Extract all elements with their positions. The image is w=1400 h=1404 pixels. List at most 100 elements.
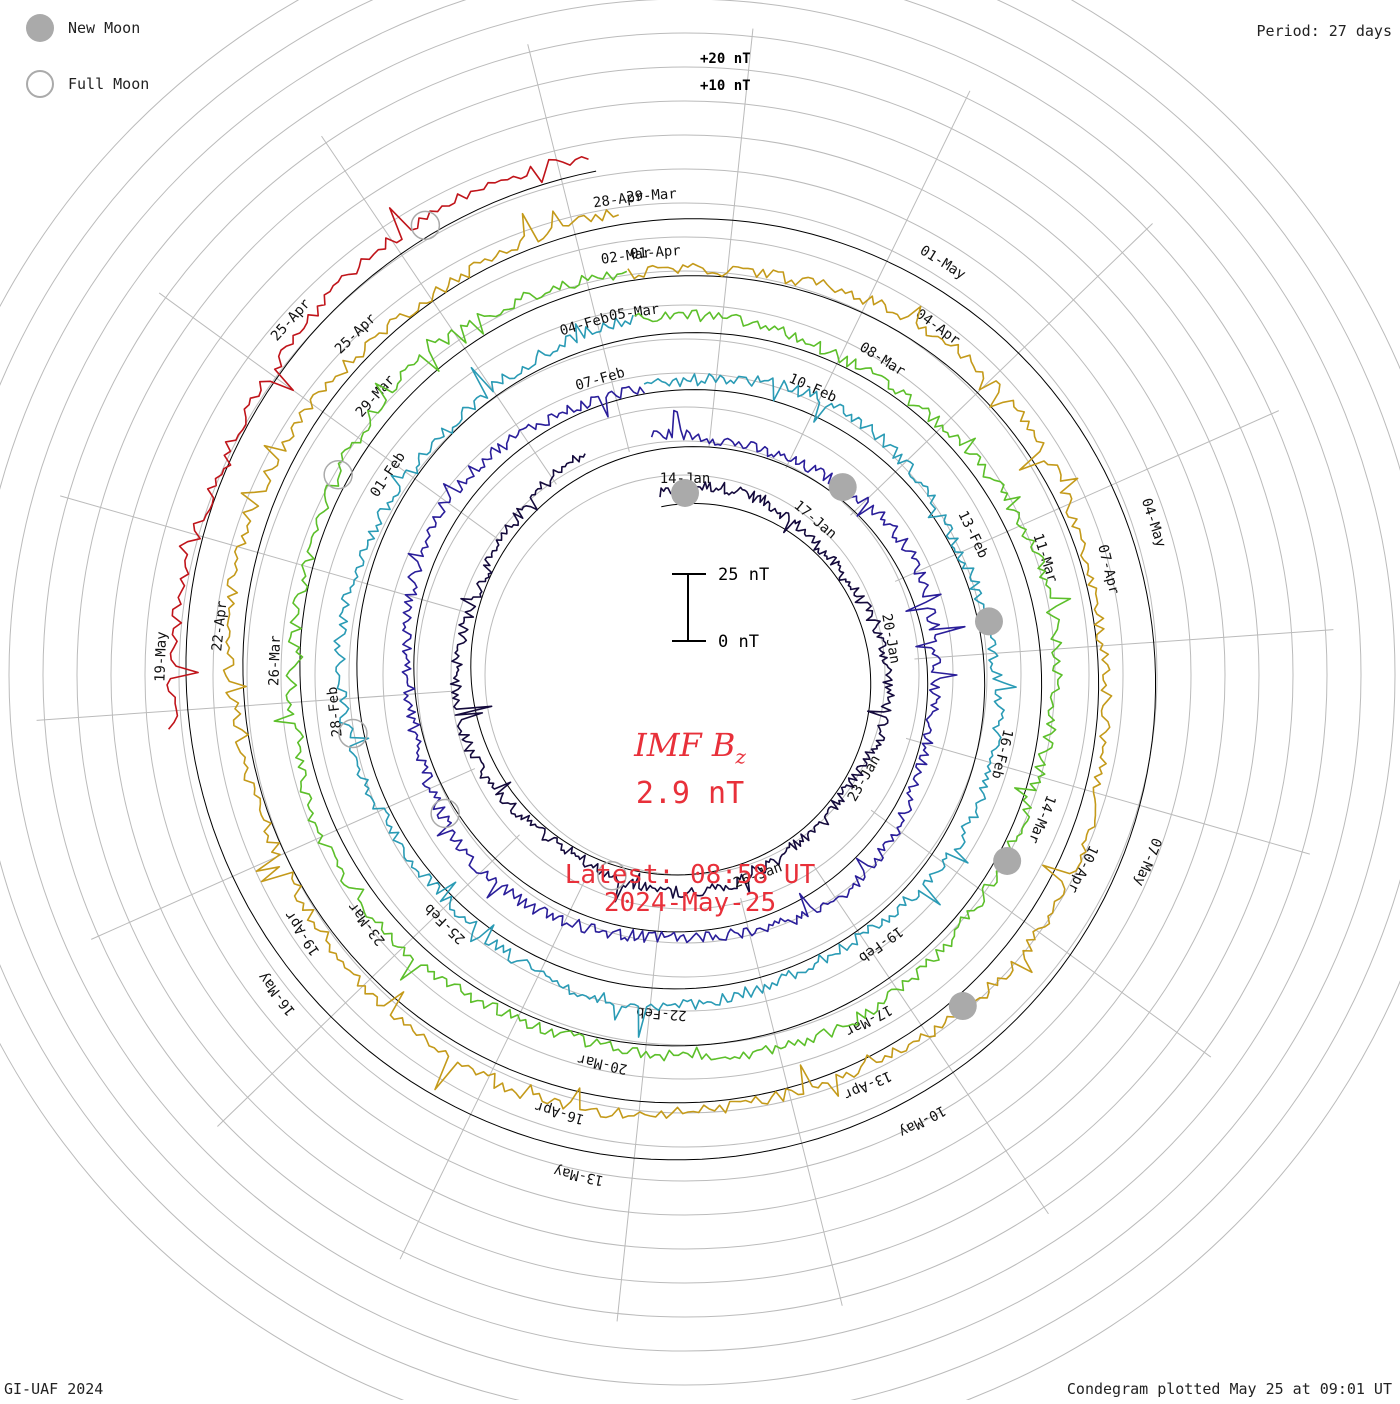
new-moon-label: New Moon <box>68 19 141 37</box>
grid-spoke <box>158 292 500 541</box>
date-label: 07-Apr <box>1094 543 1122 596</box>
grid-ring <box>280 270 1090 1080</box>
date-label: 25-Apr <box>332 311 379 358</box>
parameter-name: IMF B <box>634 726 736 764</box>
grid-ring <box>382 372 988 978</box>
grid-spoke <box>708 28 754 447</box>
date-label: 04-Apr <box>912 306 962 349</box>
date-label: 11-Mar <box>1029 532 1060 585</box>
date-label: 02-Mar <box>600 245 652 268</box>
date-label: 08-Mar <box>856 339 907 379</box>
date-label: 01-Apr <box>630 243 682 262</box>
date-label: 19-Feb <box>855 923 905 966</box>
grid-spoke <box>60 495 465 613</box>
date-label: 04-May <box>1138 496 1169 549</box>
date-label: 19-May <box>152 631 170 682</box>
ring-scale-plus20: +20 nT <box>700 51 751 67</box>
date-label: 22-Apr <box>209 600 230 652</box>
baseline-spiral <box>185 170 1156 1161</box>
grid-spoke <box>321 135 557 485</box>
grid-ring <box>450 440 920 910</box>
grid-ring <box>178 168 1192 1182</box>
grid-ring <box>76 66 1294 1284</box>
grid-ring <box>314 304 1056 1046</box>
full-moon-label: Full Moon <box>68 75 150 93</box>
date-label: 14-Mar <box>1025 793 1059 846</box>
grid-spoke <box>850 223 1153 516</box>
moon-markers <box>323 210 1022 1021</box>
date-label: 28-Apr <box>592 188 644 211</box>
new-moon-marker <box>948 992 977 1021</box>
date-label: 10-Apr <box>1064 843 1101 895</box>
full-moon-marker <box>338 718 368 749</box>
grid-spoke <box>740 898 843 1306</box>
trace-rotation-6 <box>166 156 589 730</box>
trace-rotation-5 <box>222 209 1113 1119</box>
new-moon-icon <box>26 14 54 42</box>
grid-spoke <box>399 881 585 1260</box>
grid-spoke <box>914 629 1334 660</box>
grid-ring <box>212 202 1158 1148</box>
new-moon-marker <box>974 607 1003 636</box>
trace-rotation-1 <box>449 453 895 903</box>
latest-date: 2024-May-25 <box>603 888 777 918</box>
date-label: 29-Mar <box>353 372 399 420</box>
ring-scale-plus10: +10 nT <box>700 78 751 94</box>
full-moon-marker <box>597 861 627 891</box>
date-label: 26-Mar <box>266 635 284 686</box>
date-label: 07-Feb <box>574 365 627 394</box>
grid-ring <box>110 100 1260 1250</box>
full-moon-marker <box>410 210 441 241</box>
grid-spoke <box>217 834 520 1127</box>
date-label: 13-Apr <box>841 1067 894 1102</box>
date-label: 07-May <box>1131 835 1165 888</box>
grid-spoke <box>813 865 1049 1215</box>
latest-time: Latest: 08:58 UT <box>564 860 816 890</box>
date-label: 20-Mar <box>576 1051 629 1077</box>
date-label: 22-Feb <box>636 1004 688 1023</box>
credit-label: GI-UAF 2024 <box>4 1380 104 1398</box>
grid-spoke <box>527 44 630 452</box>
date-label: 17-Jan <box>791 498 840 543</box>
grid-spoke <box>90 768 476 940</box>
date-label: 10-May <box>896 1102 948 1140</box>
grid-ring <box>8 0 1362 1352</box>
full-moon-icon <box>26 70 54 98</box>
grid-spoke <box>894 410 1280 582</box>
date-label: 01-May <box>917 243 968 283</box>
period-label: Period: 27 days <box>1256 22 1392 40</box>
legend-full-moon: Full Moon <box>26 70 149 98</box>
date-label: 16-Apr <box>533 1098 586 1127</box>
scale-bar-top-label: 25 nT <box>718 565 769 585</box>
new-moon-marker <box>828 473 857 502</box>
grid-spoke <box>905 737 1310 855</box>
grid-ring <box>348 338 1022 1012</box>
trace-rotation-3 <box>333 314 1017 1038</box>
grid-ring <box>144 134 1226 1216</box>
scale-bar-bottom-label: 0 nT <box>718 632 759 652</box>
date-label: 17-Mar <box>843 1001 895 1039</box>
parameter-title: IMF Bz <box>500 726 880 768</box>
grid-spoke <box>36 690 456 721</box>
scale-bar: 25 nT 0 nT <box>672 565 769 652</box>
parameter-subscript: z <box>735 744 746 769</box>
new-moon-marker <box>671 479 699 507</box>
trace-rotation-2 <box>401 385 966 944</box>
trace-rotation-4 <box>273 270 1072 1062</box>
current-value: 2.9 nT <box>635 776 745 811</box>
grid-spoke <box>870 809 1212 1058</box>
date-label: 13-May <box>552 1162 605 1188</box>
grid-spoke <box>785 90 971 469</box>
date-label: 29-Mar <box>626 186 678 205</box>
full-moon-marker <box>323 460 353 490</box>
full-moon-marker <box>430 798 460 829</box>
date-label: 28-Feb <box>325 686 346 738</box>
grid-ring <box>42 32 1328 1318</box>
grid-ring <box>246 236 1124 1114</box>
plotted-label: Condegram plotted May 25 at 09:01 UT <box>1066 1380 1392 1398</box>
legend-new-moon: New Moon <box>26 14 140 42</box>
